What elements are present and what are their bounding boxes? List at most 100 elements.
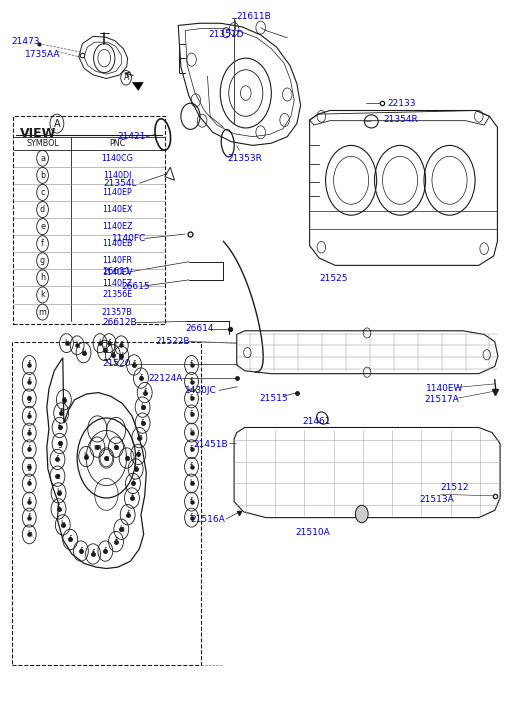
Text: a: a (104, 454, 109, 462)
Text: 22124A: 22124A (148, 374, 182, 382)
Text: 21461: 21461 (302, 417, 331, 426)
Text: f: f (120, 341, 123, 350)
Text: 1140EB: 1140EB (102, 239, 132, 248)
Text: 26614: 26614 (185, 324, 214, 333)
Text: 21356E: 21356E (102, 291, 132, 300)
Text: 21517A: 21517A (425, 395, 459, 404)
Text: 21353R: 21353R (228, 154, 263, 163)
Text: f: f (139, 374, 143, 382)
Text: h: h (27, 530, 32, 539)
Text: g: g (40, 257, 45, 265)
Text: b: b (56, 489, 61, 497)
Text: PNC: PNC (109, 139, 125, 148)
Text: g: g (27, 462, 32, 471)
Text: k: k (103, 346, 107, 355)
Text: f: f (28, 361, 31, 369)
Text: f: f (190, 410, 193, 419)
Text: 1140EZ: 1140EZ (102, 222, 132, 231)
Text: f: f (104, 547, 107, 555)
Text: f: f (60, 409, 63, 417)
Text: 21611B: 21611B (237, 12, 271, 21)
Text: 21354L: 21354L (104, 179, 137, 188)
Text: 22133: 22133 (387, 99, 416, 108)
Text: 21515: 21515 (260, 394, 288, 403)
Text: f: f (141, 419, 144, 427)
Text: 21520: 21520 (103, 359, 131, 368)
Text: 21516A: 21516A (190, 515, 225, 524)
Text: 1140DJ: 1140DJ (103, 171, 131, 180)
Text: 21512: 21512 (440, 483, 469, 491)
Text: h: h (133, 465, 138, 473)
Text: h: h (113, 443, 119, 451)
Text: f: f (190, 445, 193, 454)
Text: f: f (28, 513, 31, 522)
Text: g: g (61, 395, 66, 404)
Text: d: d (40, 205, 45, 214)
Text: f: f (28, 411, 31, 420)
Text: f: f (92, 550, 95, 558)
Text: f: f (41, 239, 44, 248)
Text: A: A (54, 119, 60, 129)
Text: VIEW: VIEW (20, 127, 56, 140)
Text: f: f (28, 497, 31, 506)
Text: f: f (143, 388, 146, 397)
Text: f: f (137, 450, 140, 459)
Text: h: h (189, 479, 194, 488)
Text: f: f (28, 428, 31, 437)
Text: k: k (75, 341, 79, 350)
Polygon shape (132, 82, 144, 91)
Text: 1140EX: 1140EX (102, 205, 132, 214)
Text: 21525: 21525 (319, 274, 348, 283)
Text: 21510A: 21510A (296, 528, 330, 537)
Text: 1140FC: 1140FC (112, 234, 146, 243)
Text: h: h (84, 452, 89, 461)
Text: 21451B: 21451B (193, 441, 228, 449)
Text: h: h (119, 525, 124, 534)
Text: h: h (60, 521, 65, 529)
Text: 26611: 26611 (103, 268, 131, 276)
Text: d: d (119, 352, 124, 361)
Text: 1140EW: 1140EW (426, 385, 463, 393)
Text: f: f (79, 547, 82, 555)
Text: f: f (126, 510, 129, 519)
Text: 1140EP: 1140EP (102, 188, 132, 197)
Text: f: f (190, 394, 193, 403)
Text: 21473: 21473 (12, 37, 40, 46)
Text: f: f (107, 339, 111, 348)
Text: g: g (27, 394, 32, 403)
Text: 21351D: 21351D (209, 31, 244, 39)
Text: f: f (190, 513, 193, 522)
Text: f: f (58, 423, 61, 432)
Text: f: f (28, 377, 31, 386)
Text: b: b (140, 403, 145, 411)
Circle shape (355, 505, 368, 523)
Text: 26612B: 26612B (103, 318, 137, 327)
Text: f: f (57, 505, 60, 513)
Text: f: f (132, 361, 136, 369)
Text: f: f (190, 497, 193, 506)
Text: e: e (40, 222, 45, 231)
Text: 1430JC: 1430JC (185, 386, 217, 395)
Text: k: k (98, 339, 102, 348)
Text: f: f (28, 445, 31, 454)
Text: f: f (190, 377, 193, 386)
Text: h: h (137, 433, 142, 442)
Text: A: A (123, 73, 129, 82)
Text: e: e (55, 472, 60, 481)
Text: c: c (111, 350, 115, 359)
Text: f: f (190, 462, 193, 471)
Text: a: a (40, 154, 45, 163)
Text: SYMBOL: SYMBOL (26, 139, 59, 148)
Text: 1735AA: 1735AA (25, 50, 61, 59)
Text: 21522B: 21522B (155, 337, 190, 346)
Text: f: f (56, 455, 59, 464)
Text: f: f (114, 537, 118, 546)
Text: h: h (64, 339, 69, 348)
Text: h: h (40, 273, 45, 282)
Text: 1140EV
1140FZ: 1140EV 1140FZ (102, 268, 132, 288)
Text: h: h (189, 428, 194, 437)
Text: k: k (40, 291, 45, 300)
Text: 21357B: 21357B (102, 308, 132, 316)
Text: 1140FR: 1140FR (102, 257, 132, 265)
Text: f: f (131, 479, 135, 488)
